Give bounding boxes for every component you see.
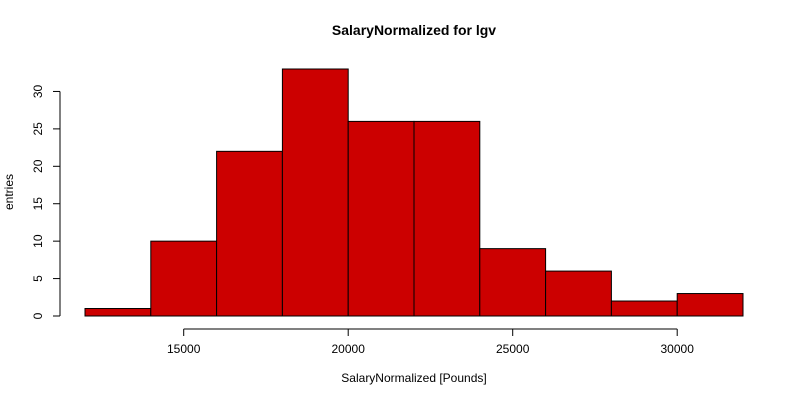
x-tick-label: 20000 xyxy=(332,342,366,356)
x-tick-label: 15000 xyxy=(167,342,201,356)
histogram-bar xyxy=(347,120,415,317)
histogram-bar xyxy=(676,293,744,317)
histogram-bar xyxy=(150,240,218,317)
x-tick-label: 25000 xyxy=(496,342,530,356)
y-tick-label: 30 xyxy=(31,84,45,98)
bars-group xyxy=(84,68,744,317)
y-tick-label: 15 xyxy=(31,197,45,211)
x-axis-label: SalaryNormalized [Pounds] xyxy=(341,371,486,385)
histogram-bar xyxy=(610,300,678,317)
y-axis: 0 5 10 15 20 25 30 xyxy=(31,84,61,319)
y-tick-label: 20 xyxy=(31,159,45,173)
y-tick-label: 0 xyxy=(31,312,45,319)
y-axis-label: entries xyxy=(2,174,16,210)
x-axis: 15000 20000 25000 30000 xyxy=(167,328,695,356)
y-tick-label: 10 xyxy=(31,234,45,248)
x-tick-label: 30000 xyxy=(661,342,695,356)
histogram-bar xyxy=(216,150,283,317)
histogram-bar xyxy=(479,248,547,317)
histogram-bar xyxy=(413,120,481,317)
histogram-bar xyxy=(545,270,612,317)
y-tick-label: 25 xyxy=(31,122,45,136)
histogram-bar xyxy=(84,308,152,317)
histogram-bar xyxy=(281,68,349,317)
chart-title: SalaryNormalized for lgv xyxy=(332,22,496,38)
y-tick-label: 5 xyxy=(31,275,45,282)
